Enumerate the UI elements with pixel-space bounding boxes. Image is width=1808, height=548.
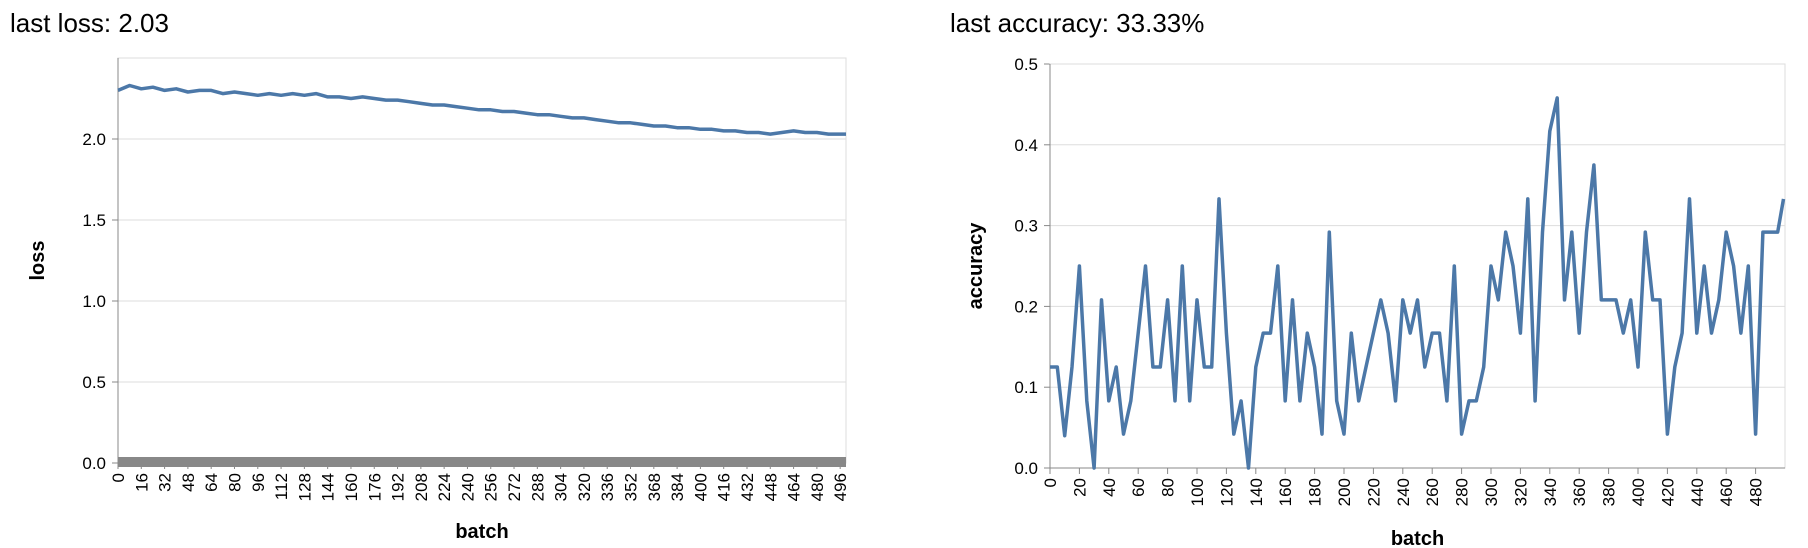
loss-x-tick-label: 256 <box>482 473 501 501</box>
loss-y-tick-label: 1.5 <box>82 211 106 230</box>
loss-x-tick-label: 16 <box>132 473 151 492</box>
loss-x-tick-label: 400 <box>691 473 710 501</box>
loss-x-tick-label: 160 <box>342 473 361 501</box>
loss-x-axis-bar <box>118 457 846 467</box>
accuracy-x-tick-label: 180 <box>1306 478 1325 506</box>
loss-x-tick-label: 304 <box>552 473 571 501</box>
loss-x-tick-label: 480 <box>808 473 827 501</box>
accuracy-x-tick-label: 100 <box>1188 478 1207 506</box>
loss-x-tick-label: 112 <box>272 473 291 500</box>
accuracy-x-tick-label: 440 <box>1688 478 1707 506</box>
loss-y-tick-label: 0.0 <box>82 454 106 473</box>
loss-x-tick-label: 352 <box>622 473 641 501</box>
accuracy-x-tick-label: 260 <box>1423 478 1442 506</box>
loss-x-tick-label: 64 <box>202 473 221 492</box>
loss-x-tick-label: 176 <box>365 473 384 501</box>
accuracy-x-axis-title: batch <box>1391 528 1444 548</box>
loss-x-tick-label: 496 <box>831 473 850 501</box>
accuracy-x-tick-label: 80 <box>1159 478 1178 497</box>
accuracy-x-tick-label: 380 <box>1600 478 1619 506</box>
loss-chart: 0.0 0.5 1.0 1.5 2.0 0 16 32 48 64 80 96 112 128 144 160… <box>27 57 850 543</box>
loss-x-tick-label: 144 <box>319 473 338 501</box>
loss-x-tick-label: 0 <box>109 473 128 482</box>
accuracy-x-tick-label: 240 <box>1394 478 1413 506</box>
accuracy-x-tick-label: 300 <box>1482 478 1501 506</box>
loss-y-tick-label: 0.5 <box>82 373 106 392</box>
accuracy-x-tick-label: 40 <box>1100 478 1119 497</box>
loss-x-tick-label: 320 <box>575 473 594 501</box>
loss-x-tick-label: 192 <box>389 473 408 501</box>
loss-x-tick-label: 128 <box>295 473 314 501</box>
accuracy-x-tick-label: 160 <box>1276 478 1295 506</box>
accuracy-x-tick-label: 0 <box>1041 478 1060 487</box>
loss-y-tick-label: 2.0 <box>82 130 106 149</box>
loss-x-tick-label: 224 <box>435 473 454 501</box>
accuracy-x-tick-label: 360 <box>1570 478 1589 506</box>
accuracy-x-tick-label: 420 <box>1658 478 1677 506</box>
loss-x-tick-label: 80 <box>225 473 244 492</box>
loss-x-tick-label: 416 <box>715 473 734 501</box>
loss-status-text: last loss: 2.03 <box>10 8 169 38</box>
accuracy-x-tick-label: 280 <box>1453 478 1472 506</box>
loss-x-tick-label: 208 <box>412 473 431 501</box>
accuracy-x-tick-label: 460 <box>1717 478 1736 506</box>
accuracy-x-tick-label: 120 <box>1217 478 1236 506</box>
accuracy-x-tick-label: 340 <box>1541 478 1560 506</box>
accuracy-y-axis-title: accuracy <box>965 222 987 310</box>
accuracy-status-text: last accuracy: 33.33% <box>950 8 1205 38</box>
accuracy-x-tick-label: 200 <box>1335 478 1354 506</box>
loss-x-tick-label: 240 <box>458 473 477 501</box>
accuracy-y-tick-label: 0.2 <box>1014 297 1038 316</box>
accuracy-plot-frame <box>1049 63 1786 469</box>
loss-x-tick-label: 32 <box>156 473 175 492</box>
accuracy-x-tick-label: 480 <box>1747 478 1766 506</box>
loss-x-axis-title: batch <box>455 521 508 543</box>
loss-x-tick-label: 48 <box>179 473 198 492</box>
accuracy-x-tick-label: 20 <box>1070 478 1089 497</box>
accuracy-x-tick-label: 220 <box>1364 478 1383 506</box>
loss-x-tick-label: 368 <box>645 473 664 501</box>
accuracy-y-tick-label: 0.1 <box>1014 378 1038 397</box>
loss-x-tick-label: 96 <box>249 473 268 492</box>
loss-x-tick-label: 464 <box>785 473 804 501</box>
accuracy-x-tick-label: 320 <box>1511 478 1530 506</box>
accuracy-y-tick-label: 0.5 <box>1014 55 1038 74</box>
accuracy-x-tick-label: 140 <box>1247 478 1266 506</box>
accuracy-y-tick-label: 0.4 <box>1014 136 1038 155</box>
accuracy-series-line <box>1050 96 1786 470</box>
loss-y-axis-title: loss <box>27 240 49 280</box>
loss-y-tick-label: 1.0 <box>82 292 106 311</box>
loss-x-tick-label: 448 <box>761 473 780 501</box>
loss-series-line <box>117 83 846 136</box>
loss-x-tick-label: 288 <box>528 473 547 501</box>
loss-x-tick-label: 272 <box>505 473 524 501</box>
accuracy-x-tick-label: 400 <box>1629 478 1648 506</box>
accuracy-y-tick-label: 0.0 <box>1014 459 1038 478</box>
accuracy-y-tick-label: 0.3 <box>1014 217 1038 236</box>
loss-x-tick-label: 336 <box>598 473 617 501</box>
accuracy-x-tick-label: 60 <box>1129 478 1148 497</box>
loss-x-tick-label: 432 <box>738 473 757 501</box>
loss-x-tick-label: 384 <box>668 473 687 501</box>
